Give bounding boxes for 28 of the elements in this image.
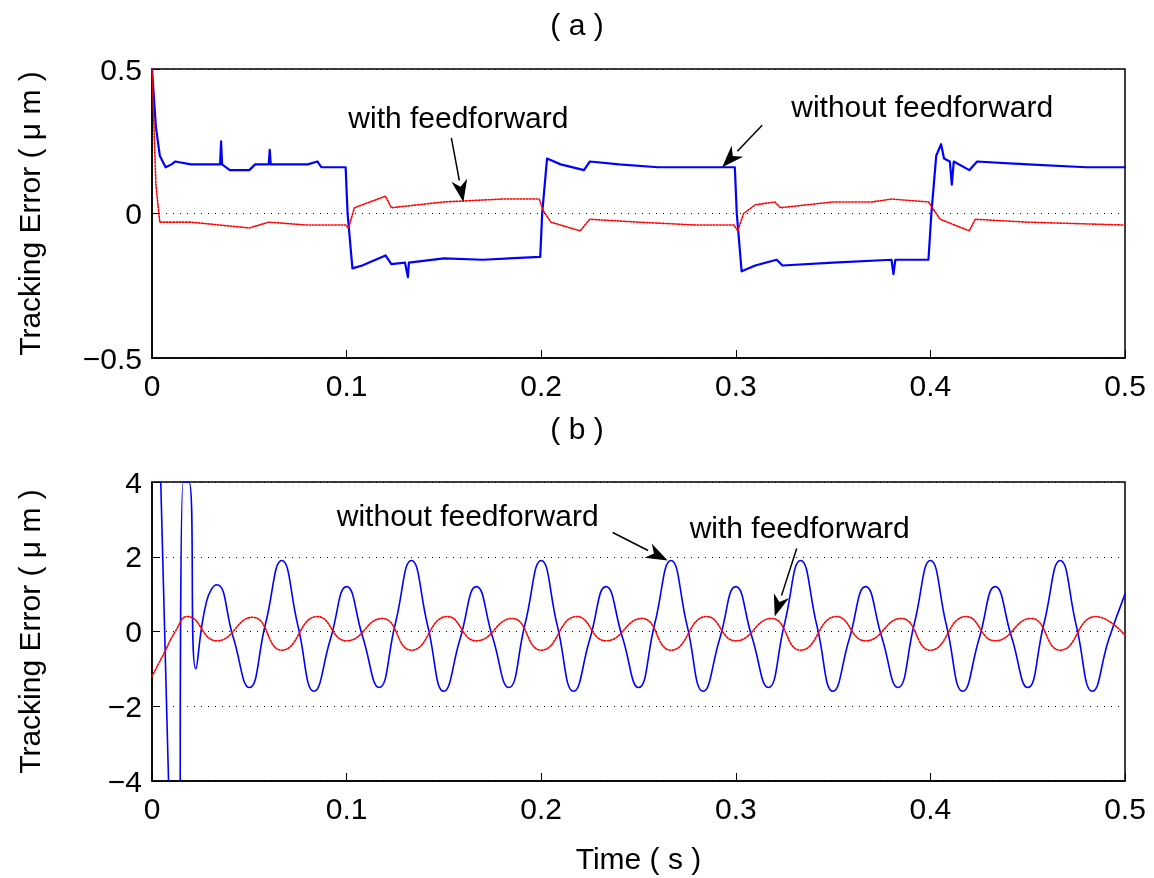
x-tick-label: 0.3: [714, 791, 757, 825]
y-axis-title: Tracking Error ( μ m ): [12, 71, 46, 356]
annotation: with feedforward: [688, 511, 910, 545]
chart-title: ( b ): [550, 411, 604, 445]
x-tick-label: 0.2: [520, 791, 563, 825]
x-tick-label: 0.1: [325, 368, 368, 402]
annotation: without feedforward: [790, 90, 1054, 124]
annotation: without feedforward: [335, 499, 599, 533]
x-tick-label: 0.4: [909, 791, 952, 825]
y-tick-label: −4: [107, 764, 142, 798]
x-tick-label: 0.1: [325, 791, 368, 825]
y-tick-label: 4: [125, 465, 142, 499]
x-tick-label: 0.3: [714, 368, 757, 402]
y-tick-label: −2: [107, 689, 142, 723]
y-tick-label: 0: [125, 615, 142, 648]
y-tick-label: 0.5: [100, 52, 142, 86]
x-tick-label: 0.4: [909, 368, 952, 402]
x-tick-label: 0.2: [520, 368, 563, 402]
x-axis-title: Time ( s ): [575, 841, 702, 875]
chart-title: ( a ): [550, 7, 604, 41]
line-series: [151, 68, 1126, 232]
y-tick-label: −0.5: [82, 341, 142, 375]
y-axis-title: Tracking Error ( μ m ): [12, 489, 46, 774]
x-tick-label: 0.5: [1104, 791, 1146, 825]
y-tick-label: 0: [125, 197, 142, 230]
y-tick-label: 2: [125, 540, 142, 574]
x-tick-label: 0.5: [1104, 368, 1146, 402]
annotation: with feedforward: [347, 100, 569, 134]
